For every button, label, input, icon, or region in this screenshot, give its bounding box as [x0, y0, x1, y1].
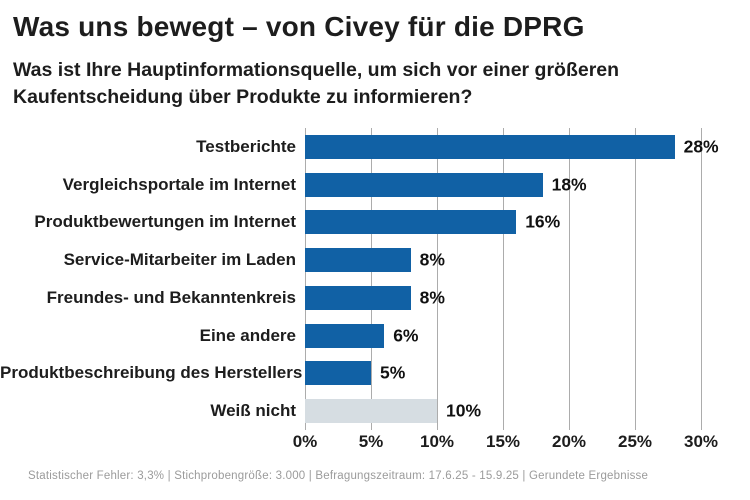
- bar-row: Vergleichsportale im Internet 18%: [0, 166, 750, 204]
- category-label: Produktbeschreibung des Herstellers: [0, 363, 303, 383]
- gridline: [701, 128, 702, 430]
- category-label: Eine andere: [199, 325, 296, 345]
- gridline: [635, 128, 636, 430]
- x-tick-label: 30%: [683, 432, 719, 451]
- bar-row: Produktbeschreibung des Herstellers 5%: [0, 355, 750, 393]
- value-label: 8%: [419, 249, 445, 270]
- category-label: Service-Mitarbeiter im Laden: [63, 250, 296, 270]
- x-tick-label: 15%: [485, 432, 521, 451]
- category-label: Vergleichsportale im Internet: [62, 174, 296, 194]
- bar-row: Eine andere 6%: [0, 317, 750, 355]
- bar: [305, 399, 437, 424]
- gridline: [503, 128, 504, 430]
- value-label: 28%: [683, 136, 719, 157]
- value-label: 10%: [446, 400, 482, 421]
- bar: [305, 248, 411, 273]
- gridline: [305, 128, 306, 430]
- bar-row: Service-Mitarbeiter im Laden 8%: [0, 241, 750, 279]
- page-subtitle: Was ist Ihre Hauptinformationsquelle, um…: [13, 59, 620, 108]
- value-label: 18%: [551, 174, 587, 195]
- bar: [305, 285, 411, 310]
- bar-chart: Testberichte 28% Vergleichsportale im Inte…: [0, 128, 750, 430]
- value-label: 5%: [380, 362, 406, 383]
- x-tick-label: 10%: [419, 432, 455, 451]
- gridline: [569, 128, 570, 430]
- bar: [305, 361, 371, 386]
- bar-row: Freundes- und Bekanntenkreis 8%: [0, 279, 750, 317]
- category-label: Produktbewertungen im Internet: [34, 212, 296, 232]
- x-tick-label: 5%: [358, 432, 384, 451]
- bar: [305, 323, 385, 348]
- value-label: 16%: [525, 211, 561, 232]
- value-label: 8%: [419, 287, 445, 308]
- bar: [305, 172, 543, 197]
- category-label: Freundes- und Bekanntenkreis: [46, 287, 296, 307]
- x-tick-label: 0%: [292, 432, 318, 451]
- gridline: [437, 128, 438, 430]
- bar-row: Testberichte 28%: [0, 128, 750, 166]
- bar: [305, 134, 675, 159]
- x-tick-label: 25%: [617, 432, 653, 451]
- gridline: [371, 128, 372, 430]
- page-title: Was uns bewegt – von Civey für die DPRG: [13, 11, 585, 42]
- category-label: Weiß nicht: [210, 401, 296, 421]
- bar: [305, 210, 517, 235]
- footnote: Statistischer Fehler: 3,3% | Stichproben…: [28, 470, 649, 482]
- category-label: Testberichte: [196, 136, 296, 156]
- bar-row: Weiß nicht 10%: [0, 392, 750, 430]
- x-axis: 0% 5% 10% 15% 20% 25% 30%: [0, 432, 750, 454]
- x-tick-label: 20%: [551, 432, 587, 451]
- bar-row: Produktbewertungen im Internet 16%: [0, 204, 750, 242]
- value-label: 6%: [393, 325, 419, 346]
